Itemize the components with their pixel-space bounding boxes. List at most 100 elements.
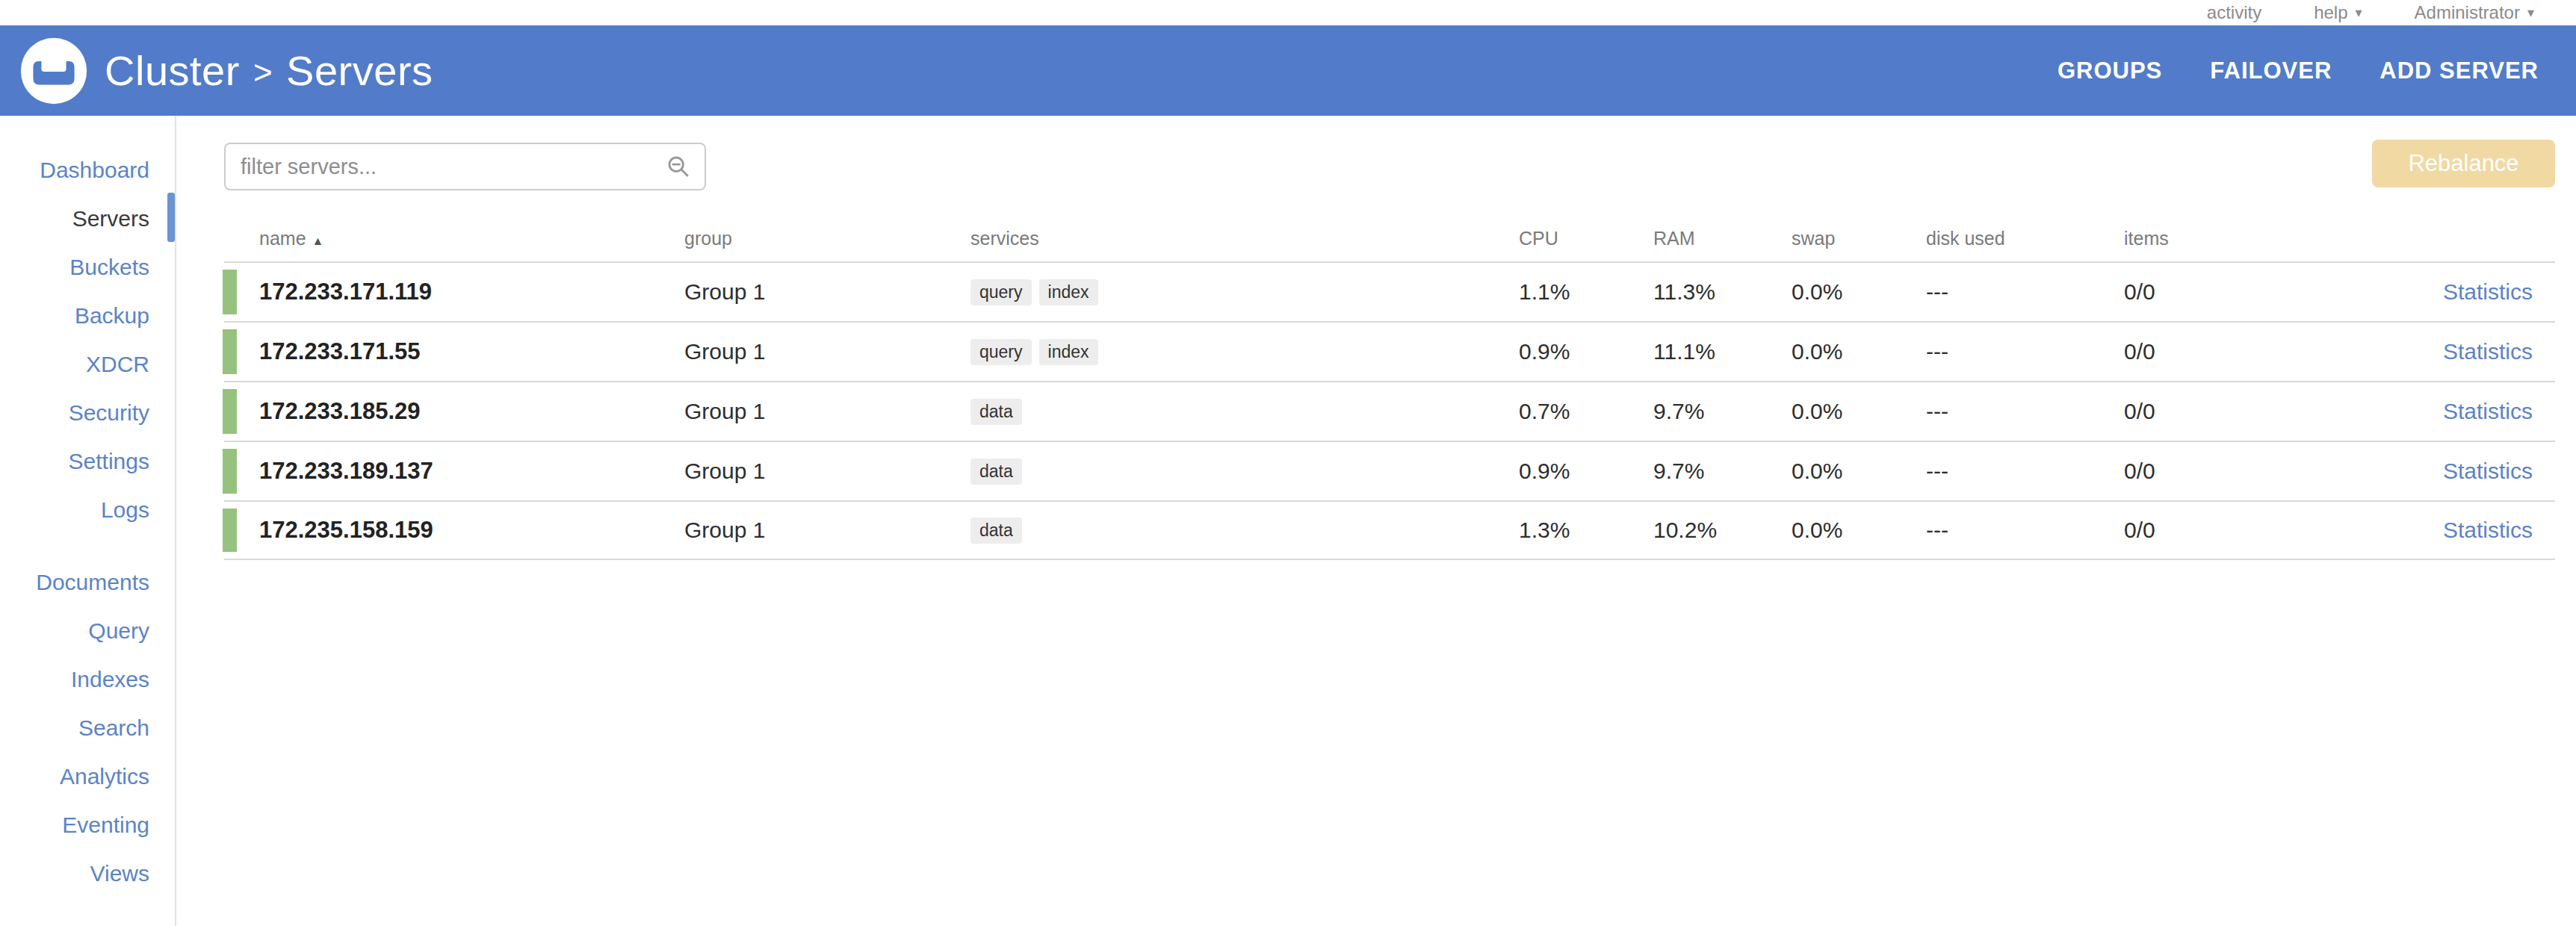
breadcrumb-separator: > [253, 54, 273, 91]
server-cpu: 1.3% [1519, 518, 1653, 543]
activity-label: activity [2207, 2, 2261, 23]
statistics-link[interactable]: Statistics [2443, 279, 2533, 304]
statistics-link[interactable]: Statistics [2443, 518, 2533, 542]
server-services: query index [970, 339, 1519, 365]
server-items: 0/0 [2124, 459, 2371, 484]
breadcrumb: Cluster > Servers [105, 46, 433, 95]
sidebar-item-dashboard[interactable]: Dashboard [0, 146, 176, 194]
server-health-indicator [223, 509, 237, 552]
header-actions: GROUPS FAILOVER ADD SERVER [2058, 58, 2576, 84]
filter-servers-input[interactable] [226, 144, 666, 189]
couchbase-logo-icon [19, 37, 88, 105]
sidebar-nav: DashboardServersBucketsBackupXDCRSecurit… [0, 116, 176, 926]
column-header-services[interactable]: services [970, 228, 1519, 249]
servers-table-header: name▲ group services CPU RAM swap disk u… [224, 224, 2555, 252]
sidebar-item-indexes[interactable]: Indexes [0, 655, 176, 703]
statistics-link[interactable]: Statistics [2443, 459, 2533, 483]
table-row: 172.233.171.55Group 1queryindex0.9%11.1%… [224, 321, 2555, 381]
service-badge-index: index [1039, 279, 1098, 305]
sidebar-item-eventing[interactable]: Eventing [0, 801, 176, 849]
service-badge-index: index [1039, 339, 1098, 365]
server-swap: 0.0% [1792, 339, 1926, 364]
server-name[interactable]: 172.233.185.29 [224, 398, 684, 425]
server-cpu: 0.9% [1519, 459, 1653, 484]
column-header-disk-used[interactable]: disk used [1926, 228, 2124, 249]
sidebar-item-settings[interactable]: Settings [0, 437, 176, 485]
header-action-failover[interactable]: FAILOVER [2210, 58, 2332, 84]
breadcrumb-cluster: Cluster [105, 46, 240, 95]
server-services: data [970, 459, 1519, 485]
help-menu[interactable]: help ▾ [2314, 2, 2362, 23]
column-header-ram[interactable]: RAM [1653, 228, 1792, 249]
service-badge-query: query [970, 339, 1032, 365]
help-label: help [2314, 2, 2347, 23]
sidebar-item-query[interactable]: Query [0, 606, 176, 655]
sidebar-item-logs[interactable]: Logs [0, 485, 176, 534]
statistics-link[interactable]: Statistics [2443, 339, 2533, 364]
server-items: 0/0 [2124, 518, 2371, 543]
server-health-indicator [223, 270, 237, 314]
server-ram: 9.7% [1653, 399, 1792, 424]
server-items: 0/0 [2124, 279, 2371, 305]
server-disk-used: --- [1926, 399, 2124, 424]
app-header: Cluster > Servers GROUPS FAILOVER ADD SERV… [0, 25, 2576, 116]
service-badge-data: data [970, 399, 1022, 425]
service-badge-data: data [970, 518, 1022, 544]
sidebar-item-search[interactable]: Search [0, 703, 176, 752]
server-name[interactable]: 172.233.171.119 [224, 279, 684, 305]
sort-asc-icon: ▲ [312, 234, 324, 247]
statistics-link[interactable]: Statistics [2443, 399, 2533, 423]
server-swap: 0.0% [1792, 279, 1926, 305]
header-action-groups[interactable]: GROUPS [2058, 58, 2162, 84]
servers-table: name▲ group services CPU RAM swap disk u… [224, 224, 2555, 560]
header-action-add-server[interactable]: ADD SERVER [2380, 58, 2539, 84]
sidebar-item-security[interactable]: Security [0, 388, 176, 437]
table-row: 172.233.189.137Group 1data0.9%9.7%0.0%--… [224, 441, 2555, 500]
server-cpu: 1.1% [1519, 279, 1653, 305]
servers-toolbar: Rebalance [224, 116, 2555, 224]
server-swap: 0.0% [1792, 518, 1926, 543]
server-name[interactable]: 172.235.158.159 [224, 517, 684, 544]
server-ram: 11.1% [1653, 339, 1792, 364]
server-services: data [970, 399, 1519, 425]
server-health-indicator [223, 329, 237, 374]
server-disk-used: --- [1926, 279, 2124, 305]
sidebar-item-buckets[interactable]: Buckets [0, 243, 176, 291]
server-swap: 0.0% [1792, 399, 1926, 424]
column-header-group[interactable]: group [684, 228, 970, 249]
sidebar-item-servers[interactable]: Servers [0, 194, 176, 243]
sidebar-item-analytics[interactable]: Analytics [0, 752, 176, 801]
column-header-cpu[interactable]: CPU [1519, 228, 1653, 249]
column-header-items[interactable]: items [2124, 228, 2371, 249]
server-name[interactable]: 172.233.171.55 [224, 338, 684, 365]
nav-group-2: DocumentsQueryIndexesSearchAnalyticsEven… [0, 558, 176, 898]
server-disk-used: --- [1926, 518, 2124, 543]
server-statistics-cell: Statistics [2371, 279, 2555, 305]
rebalance-button[interactable]: Rebalance [2372, 140, 2555, 187]
table-row: 172.235.158.159Group 1data1.3%10.2%0.0%-… [224, 500, 2555, 560]
server-statistics-cell: Statistics [2371, 518, 2555, 543]
user-menu[interactable]: Administrator ▾ [2415, 2, 2534, 23]
server-items: 0/0 [2124, 399, 2371, 424]
chevron-down-icon: ▾ [2356, 4, 2362, 21]
column-header-swap[interactable]: swap [1792, 228, 1926, 249]
sidebar-item-documents[interactable]: Documents [0, 558, 176, 606]
table-row: 172.233.171.119Group 1queryindex1.1%11.3… [224, 261, 2555, 321]
sidebar-item-backup[interactable]: Backup [0, 291, 176, 340]
sidebar-item-views[interactable]: Views [0, 849, 176, 898]
column-header-name[interactable]: name▲ [224, 228, 684, 249]
filter-servers-box [224, 143, 706, 190]
breadcrumb-servers: Servers [286, 46, 433, 95]
server-cpu: 0.9% [1519, 339, 1653, 364]
server-cpu: 0.7% [1519, 399, 1653, 424]
server-disk-used: --- [1926, 339, 2124, 364]
server-ram: 10.2% [1653, 518, 1792, 543]
server-group: Group 1 [684, 399, 970, 424]
server-name[interactable]: 172.233.189.137 [224, 458, 684, 485]
activity-link[interactable]: activity [2207, 2, 2261, 23]
server-health-indicator [223, 389, 237, 434]
server-items: 0/0 [2124, 339, 2371, 364]
sidebar-item-xdcr[interactable]: XDCR [0, 340, 176, 388]
nav-group-1: DashboardServersBucketsBackupXDCRSecurit… [0, 146, 176, 534]
chevron-down-icon: ▾ [2527, 4, 2534, 21]
